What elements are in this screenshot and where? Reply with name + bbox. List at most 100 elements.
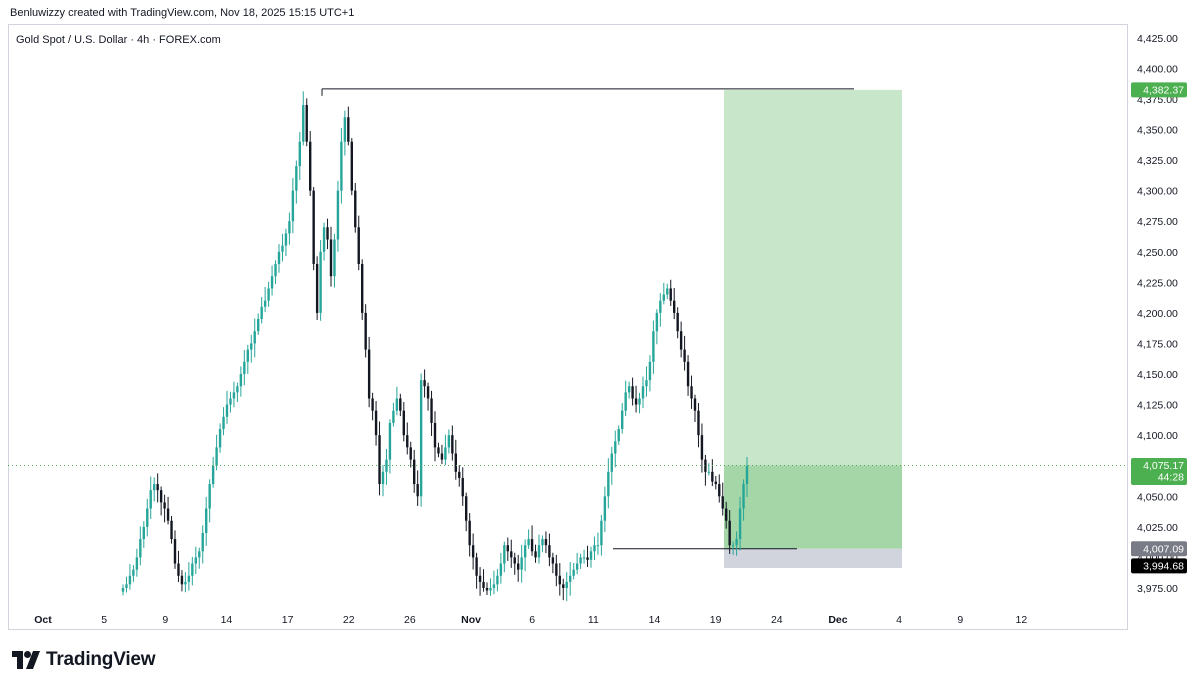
candle-body (315, 263, 319, 313)
time-tick-label: 17 (282, 614, 294, 626)
candle-body (322, 227, 326, 252)
candle-body (690, 386, 693, 399)
candle-body (666, 288, 669, 295)
candle-body (575, 563, 579, 570)
price-tick-label: 4,425.00 (1137, 33, 1178, 45)
price-tick-label: 4,125.00 (1137, 400, 1178, 412)
candle-body (399, 398, 402, 411)
chart-title: Gold Spot / U.S. Dollar · 4h · FOREX.com (16, 34, 221, 46)
stop-zone (724, 548, 902, 568)
candle-body (423, 380, 426, 387)
candle-body (659, 300, 662, 313)
candle-body (537, 545, 541, 558)
candle-body (506, 545, 509, 552)
candle-body (309, 141, 312, 191)
candle-body (153, 484, 156, 491)
candle-body (492, 584, 496, 588)
price-tick-label: 4,050.00 (1137, 491, 1178, 503)
candle-body (142, 526, 145, 540)
candle-body (392, 410, 395, 423)
candle-body (499, 563, 503, 576)
candle-body (180, 575, 184, 585)
candle-body (135, 557, 139, 570)
candle-body (582, 557, 586, 559)
candle-body (284, 233, 288, 246)
entry-price-badge-label: 4,007.09 (1143, 543, 1184, 555)
candle-body (444, 447, 447, 460)
candle-body (357, 227, 360, 264)
candle-body (572, 569, 575, 576)
candle-body (225, 404, 229, 417)
time-tick-label: 11 (588, 614, 599, 626)
current-price-badge-countdown: 44:28 (1158, 472, 1184, 484)
candle-body (374, 410, 378, 436)
candle-body (440, 453, 444, 460)
candle-body (281, 245, 284, 252)
candle-body (662, 294, 665, 301)
time-tick-label: 12 (1016, 614, 1028, 626)
candle-body (465, 496, 468, 521)
candle-body (510, 551, 513, 558)
candle-body (236, 386, 239, 393)
candle-body (593, 545, 596, 552)
candle-body (288, 221, 291, 234)
candle-body (326, 227, 329, 240)
candle-body (711, 471, 714, 482)
candle-body (419, 380, 423, 497)
candle-body (232, 392, 236, 399)
candle-body (361, 263, 364, 313)
price-tick-label: 4,150.00 (1137, 369, 1178, 381)
candle-body (700, 435, 704, 460)
candle-body (520, 557, 523, 570)
candle-body (437, 447, 440, 454)
price-tick-label: 4,225.00 (1137, 277, 1178, 289)
candle-body (191, 563, 194, 576)
price-tick-label: 3,975.00 (1137, 583, 1178, 595)
candle-body (211, 465, 215, 485)
candle-body (243, 361, 246, 375)
candle-body (485, 587, 489, 591)
candle-body (475, 557, 478, 576)
candle-body (669, 288, 672, 301)
candle-body (610, 453, 613, 472)
candle-body (159, 490, 163, 503)
time-tick-label: 9 (957, 614, 963, 626)
candle-body (312, 190, 315, 264)
candle-body (603, 496, 607, 521)
time-tick-label: 26 (404, 614, 416, 626)
candle-body (149, 490, 152, 509)
candle-body (496, 575, 499, 585)
candle-body (447, 435, 451, 448)
candle-body (534, 551, 537, 558)
time-tick-label: Dec (828, 614, 847, 626)
candle-body (218, 429, 222, 448)
candle-body (721, 496, 724, 509)
price-tick-label: 4,400.00 (1137, 63, 1178, 75)
candle-body (416, 484, 419, 497)
candle-body (451, 435, 454, 454)
candle-body (260, 306, 263, 320)
candle-body (430, 398, 433, 423)
candle-body (704, 459, 707, 472)
tradingview-brand[interactable]: TradingView (12, 648, 156, 672)
candle-body (735, 539, 738, 546)
candle-body (513, 557, 516, 564)
candle-body (728, 520, 731, 546)
candle-body (402, 410, 405, 436)
candle-body (562, 584, 565, 588)
position-lines (321, 88, 854, 550)
candle-body (426, 386, 430, 399)
candle-body (125, 584, 128, 588)
candle-body (596, 545, 600, 547)
candle-body (246, 349, 249, 362)
candle-body (274, 263, 277, 277)
candle-body (745, 465, 749, 485)
price-tick-label: 4,200.00 (1137, 308, 1178, 320)
candle-body (229, 398, 232, 405)
candle-body (458, 471, 461, 478)
candle-body (184, 581, 187, 585)
candle-body (263, 300, 267, 307)
candle-body (693, 398, 697, 411)
